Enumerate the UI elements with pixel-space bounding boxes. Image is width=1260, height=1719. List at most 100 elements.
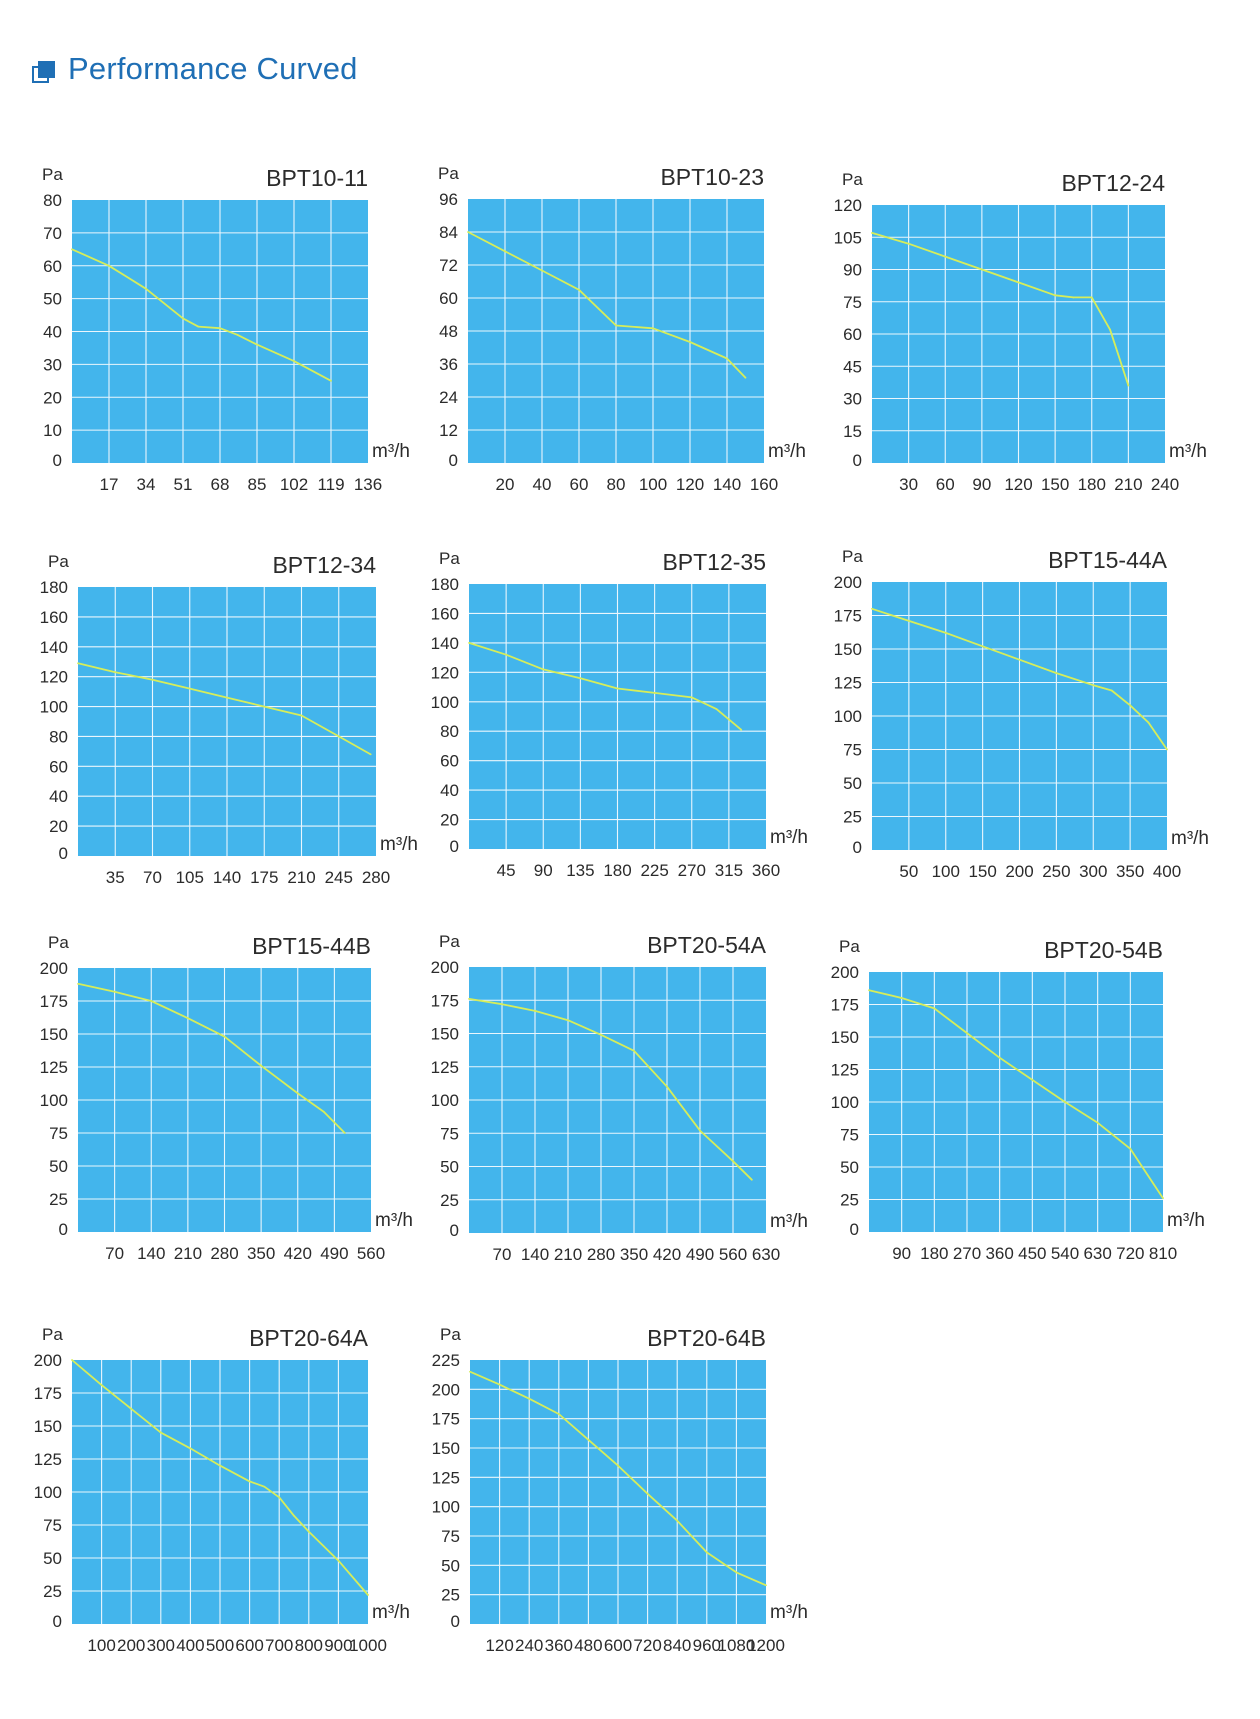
data-point (77, 982, 79, 985)
x-axis-label: m³/h (372, 1602, 410, 1623)
y-tick-label: 150 (40, 1025, 68, 1044)
data-point (1147, 721, 1150, 724)
y-tick-label: 25 (440, 1191, 459, 1210)
y-axis-label: Pa (48, 933, 69, 952)
data-point (900, 997, 903, 999)
y-tick-label: 175 (431, 991, 459, 1010)
y-tick-label: 0 (53, 1612, 62, 1631)
x-tick-label: 140 (213, 868, 241, 887)
data-point (907, 242, 910, 245)
data-point (705, 1551, 708, 1554)
y-tick-label: 100 (431, 1091, 459, 1110)
chart-title: BPT20-64B (647, 1325, 766, 1351)
data-point (699, 1129, 701, 1132)
y-tick-label: 120 (431, 663, 459, 682)
x-tick-label: 210 (554, 1245, 582, 1264)
y-tick-label: 30 (43, 355, 62, 374)
data-point (567, 1019, 569, 1022)
x-axis-label: m³/h (768, 441, 806, 462)
x-tick-label: 700 (265, 1636, 293, 1655)
y-tick-label: 200 (834, 573, 862, 592)
chart-title: BPT12-35 (662, 549, 766, 575)
x-axis-label: m³/h (770, 1602, 808, 1623)
chart-title: BPT15-44A (1048, 547, 1168, 573)
x-tick-label: 400 (176, 1636, 204, 1655)
x-tick-label: 630 (1083, 1244, 1111, 1263)
chart-title: BPT20-54B (1044, 937, 1163, 963)
x-tick-label: 225 (640, 861, 668, 880)
y-tick-label: 105 (834, 228, 862, 247)
data-point (1054, 294, 1057, 297)
x-tick-label: 360 (545, 1636, 573, 1655)
y-tick-label: 175 (834, 607, 862, 626)
x-tick-label: 500 (206, 1636, 234, 1655)
chart-BPT12-34: 35 70 105 140 175 210 245 280 0 20 40 60 80 100 120 140… (40, 552, 418, 887)
x-tick-label: 300 (1079, 862, 1107, 881)
series-line (71, 248, 332, 382)
y-tick-label: 75 (441, 1527, 460, 1546)
x-tick-label: 150 (1041, 475, 1069, 494)
y-tick-label: 0 (449, 451, 458, 470)
data-point (871, 607, 873, 610)
x-tick-label: 90 (892, 1244, 911, 1263)
data-point (337, 1559, 340, 1562)
data-point (1129, 1147, 1132, 1150)
data-point (467, 231, 469, 233)
y-tick-label: 40 (43, 323, 62, 342)
data-point (1090, 296, 1093, 299)
data-point (150, 1000, 153, 1002)
x-tick-label: 34 (137, 475, 156, 494)
data-point (108, 264, 110, 267)
data-point (188, 687, 191, 690)
y-tick-label: 25 (43, 1582, 62, 1601)
y-tick-label: 100 (831, 1093, 859, 1112)
x-tick-label: 720 (633, 1636, 661, 1655)
data-point (159, 1431, 162, 1434)
data-point (944, 632, 947, 634)
y-tick-label: 160 (40, 608, 68, 627)
data-point (732, 1160, 734, 1163)
data-point (256, 343, 258, 346)
x-tick-label: 20 (496, 475, 515, 494)
y-tick-label: 60 (843, 325, 862, 344)
data-point (130, 1407, 133, 1410)
x-tick-label: 30 (899, 475, 918, 494)
x-tick-label: 270 (678, 861, 706, 880)
x-tick-label: 630 (752, 1245, 780, 1264)
x-tick-label: 180 (1078, 475, 1106, 494)
x-tick-label: 180 (603, 861, 631, 880)
y-tick-label: 100 (431, 693, 459, 712)
data-point (145, 287, 147, 290)
x-tick-label: 51 (174, 475, 193, 494)
chart-BPT10-23: 20 40 60 80 100 120 140 160 0 12 24 36 48 60 72 84 96 Pa m… (438, 164, 806, 494)
x-tick-label: 350 (1116, 862, 1144, 881)
y-tick-label: 100 (40, 698, 68, 717)
chart-BPT10-11: 17 34 51 68 85 102 119 136 0 10 20 30 40 50 60 70 80 Pa m³… (42, 165, 410, 494)
data-point (616, 687, 619, 690)
data-point (197, 325, 200, 328)
x-tick-label: 560 (719, 1245, 747, 1264)
data-point (323, 1110, 325, 1113)
x-tick-label: 120 (676, 475, 704, 494)
x-tick-label: 70 (493, 1245, 512, 1264)
data-point (1055, 672, 1058, 675)
data-point (307, 1530, 310, 1533)
x-tick-label: 105 (176, 868, 204, 887)
data-point (114, 671, 117, 674)
x-tick-label: 70 (143, 868, 162, 887)
data-point (557, 1413, 560, 1415)
data-point (633, 1049, 635, 1052)
data-point (541, 269, 543, 272)
y-tick-label: 0 (53, 451, 62, 470)
data-point (1166, 748, 1168, 751)
data-point (1162, 1197, 1164, 1200)
x-tick-label: 200 (1005, 862, 1033, 881)
data-point (223, 1035, 226, 1038)
x-tick-label: 80 (607, 475, 626, 494)
chart-title: BPT20-64A (249, 1325, 369, 1351)
y-tick-label: 84 (439, 223, 458, 242)
y-tick-label: 175 (40, 992, 68, 1011)
y-tick-label: 60 (440, 752, 459, 771)
y-axis-label: Pa (440, 1325, 461, 1344)
